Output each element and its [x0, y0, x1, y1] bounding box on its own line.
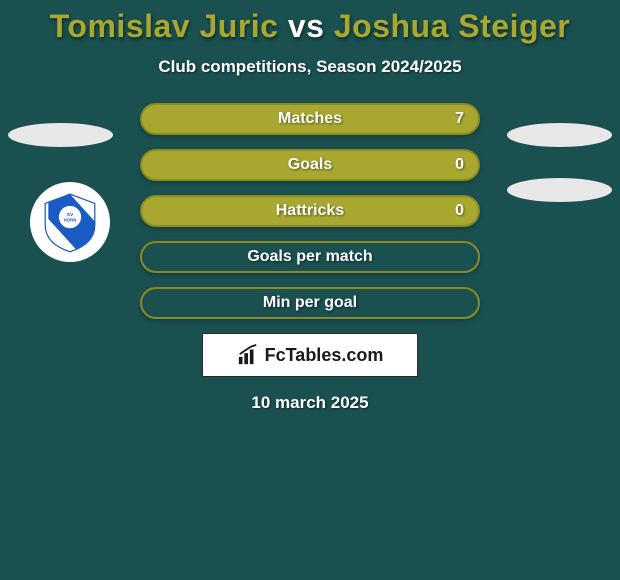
watermark-text: FcTables.com [265, 345, 384, 366]
player1-avatar-placeholder [8, 123, 113, 147]
sv-horn-badge-icon: SV HORN [39, 191, 101, 253]
date: 10 march 2025 [0, 393, 620, 413]
stat-bar: Min per goal [140, 287, 480, 319]
stat-label: Hattricks [142, 202, 478, 220]
stat-bar: Matches7 [140, 103, 480, 135]
title-vs: vs [278, 8, 333, 44]
stat-label: Goals [142, 156, 478, 174]
title-player1: Tomislav Juric [50, 8, 279, 44]
page-title: Tomislav Juric vs Joshua Steiger [0, 0, 620, 45]
player1-club-badge: SV HORN [30, 182, 110, 262]
stat-value: 7 [455, 110, 464, 128]
stat-value: 0 [455, 202, 464, 220]
stat-bar: Goals0 [140, 149, 480, 181]
stat-label: Matches [142, 110, 478, 128]
player2-club-placeholder [507, 178, 612, 202]
title-player2: Joshua Steiger [334, 8, 570, 44]
stat-value: 0 [455, 156, 464, 174]
stat-bar: Goals per match [140, 241, 480, 273]
stat-label: Min per goal [142, 294, 478, 312]
chart-icon [237, 344, 259, 366]
watermark: FcTables.com [202, 333, 418, 377]
subtitle: Club competitions, Season 2024/2025 [0, 57, 620, 77]
player2-avatar-placeholder [507, 123, 612, 147]
stats-container: Matches7Goals0Hattricks0Goals per matchM… [140, 103, 480, 319]
stat-label: Goals per match [142, 248, 478, 266]
svg-text:HORN: HORN [64, 217, 77, 222]
stat-bar: Hattricks0 [140, 195, 480, 227]
